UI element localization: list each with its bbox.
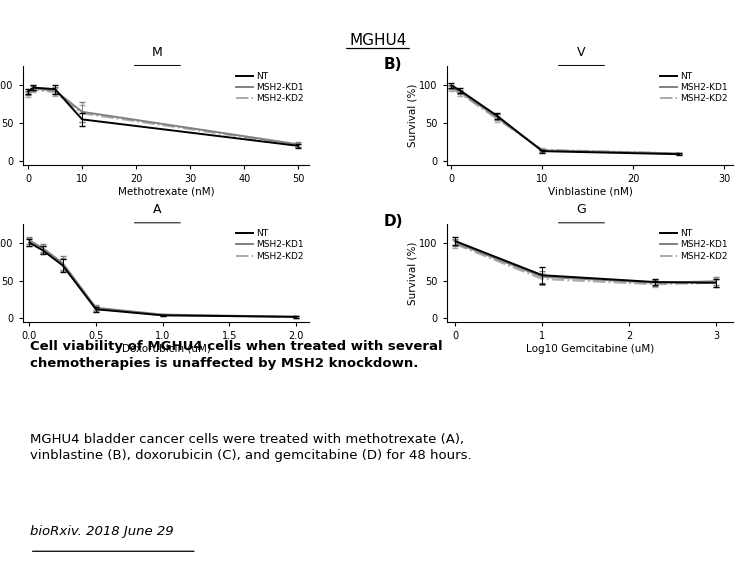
- Text: M: M: [152, 45, 163, 58]
- X-axis label: Doxorubicin (uM): Doxorubicin (uM): [122, 344, 210, 354]
- Text: A: A: [153, 203, 162, 216]
- Legend: NT, MSH2-KD1, MSH2-KD2: NT, MSH2-KD1, MSH2-KD2: [235, 229, 305, 261]
- Text: MGHU4 bladder cancer cells were treated with methotrexate (A),
vinblastine (B), : MGHU4 bladder cancer cells were treated …: [29, 433, 472, 462]
- X-axis label: Log10 Gemcitabine (uM): Log10 Gemcitabine (uM): [526, 344, 654, 354]
- Text: Cell viability of MGHU4 cells when treated with several
chemotherapies is unaffe: Cell viability of MGHU4 cells when treat…: [29, 340, 442, 370]
- Text: G: G: [577, 203, 587, 216]
- Text: V: V: [577, 45, 586, 58]
- Text: MGHU4: MGHU4: [349, 33, 407, 48]
- Y-axis label: Survival (%): Survival (%): [408, 84, 418, 147]
- Legend: NT, MSH2-KD1, MSH2-KD2: NT, MSH2-KD1, MSH2-KD2: [235, 71, 305, 104]
- Text: D): D): [384, 214, 403, 229]
- Text: B): B): [384, 57, 402, 71]
- X-axis label: Vinblastine (nM): Vinblastine (nM): [547, 187, 633, 197]
- Y-axis label: Survival (%): Survival (%): [408, 242, 418, 304]
- X-axis label: Methotrexate (nM): Methotrexate (nM): [118, 187, 214, 197]
- Legend: NT, MSH2-KD1, MSH2-KD2: NT, MSH2-KD1, MSH2-KD2: [659, 229, 729, 261]
- Legend: NT, MSH2-KD1, MSH2-KD2: NT, MSH2-KD1, MSH2-KD2: [659, 71, 729, 104]
- Text: bioRxiv. 2018 June 29: bioRxiv. 2018 June 29: [29, 525, 173, 538]
